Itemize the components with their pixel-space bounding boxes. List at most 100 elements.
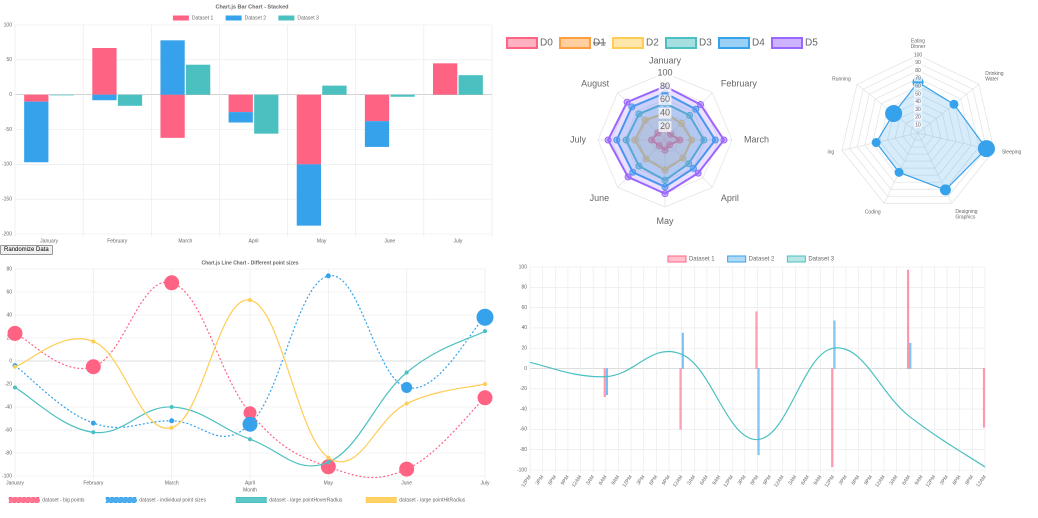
radar-point [635,162,643,170]
bar [679,368,682,430]
grid-ring [894,109,942,155]
point-label: June [590,193,610,203]
x-tick-label: May [324,480,334,486]
point [85,359,101,375]
radar-point [700,136,708,144]
r-tick-label: 60 [660,94,670,104]
tick-backdrop [658,94,672,106]
r-tick-label: 80 [660,81,670,91]
bar [160,94,185,138]
x-tick-label: June [401,480,412,486]
r-tick-label: 70 [915,76,921,82]
x-tick-label: July [453,238,462,244]
radar-point [661,146,669,154]
bar [228,94,253,113]
legend-swatch [786,255,806,263]
tick-backdrop [658,121,672,132]
r-tick-label: 20 [660,121,670,131]
x-tick-label: 9PM [964,474,975,486]
point [476,308,494,326]
randomize-button[interactable]: Randomize Data [0,245,53,255]
tick-backdrop [914,98,922,105]
point [169,418,175,424]
y-tick-label: -80 [5,450,12,456]
bar [49,94,74,96]
radar-point [628,103,636,111]
point [399,461,415,477]
bar [228,112,253,123]
r-tick-label: 10 [915,123,921,129]
y-tick-label: -40 [5,404,12,410]
x-tick-label: 9AM [914,474,925,486]
point [90,420,96,426]
y-tick-label: 60 [6,289,12,295]
legend-swatch [727,255,747,263]
point [326,455,331,460]
angle-line [883,132,919,204]
x-tick-label: 12PM [723,474,735,488]
tick-backdrop [914,59,922,66]
x-tick-label: 6AM [901,474,912,486]
x-tick-label: 3PM [636,474,647,486]
y-tick-label: 0 [524,366,527,372]
x-tick-label: 12PM [925,474,937,488]
x-tick-label: 3AM [888,474,899,486]
radar-point [692,105,700,113]
x-tick-label: 6PM [547,474,558,486]
y-tick-label: 100 [519,264,528,270]
radar-point [631,136,639,144]
radar-point [661,183,669,191]
r-tick-label: 40 [915,99,921,105]
y-tick-label: -100 [517,467,527,473]
point-label: August [581,79,610,89]
point-label-line: Designing [955,209,977,215]
grid-ring [849,62,987,197]
radar-point [676,136,684,144]
x-tick-label: April [248,238,258,244]
x-tick-label: 6PM [648,474,659,486]
grid-ring [864,78,972,183]
chart-title: Chart.js Line Chart - Different point si… [202,260,299,266]
r-tick-label: 100 [914,52,923,58]
point [13,385,17,390]
x-tick-label: 3AM [585,474,596,486]
series-line [14,275,486,437]
legend-swatch [365,497,397,503]
radar-point [711,136,719,144]
point-label: April [721,193,739,203]
legend-swatch [235,497,267,503]
legend-swatch [667,255,687,263]
y-tick-label: -200 [2,231,12,237]
y-tick-label: 40 [521,325,527,331]
y-tick-label: -100 [2,162,12,168]
radar-point [622,136,630,144]
y-tick-label: 0 [9,358,12,364]
point-label-line: Eating [911,39,925,45]
point [169,405,174,409]
point-label-line: Water [985,77,998,83]
x-tick-label: January [6,480,24,486]
x-tick-label: March [165,480,179,486]
radar-point [720,136,728,144]
radar-point [635,110,643,118]
r-tick-label: 90 [915,60,921,66]
point-label: Running [832,77,851,83]
tick-backdrop [914,75,922,82]
legend-label: dataset - individual point sizes [139,497,206,503]
y-tick-label: 40 [6,312,12,318]
point-label-line: Drinking [985,71,1004,77]
x-tick-label: 12AM [975,474,987,488]
legend-label: Dataset 1 [689,257,715,263]
tick-backdrop [655,67,675,79]
point-label: ing [827,149,834,155]
bar [681,332,684,369]
point [483,329,487,334]
bar [254,94,279,134]
legend-swatch [771,37,803,49]
x-tick-label: 12AM [571,474,583,488]
y-tick-label: 20 [521,346,527,352]
y-tick-label: -50 [5,127,12,133]
x-tick-label: 3PM [737,474,748,486]
tick-backdrop [658,81,672,92]
point [401,381,413,393]
